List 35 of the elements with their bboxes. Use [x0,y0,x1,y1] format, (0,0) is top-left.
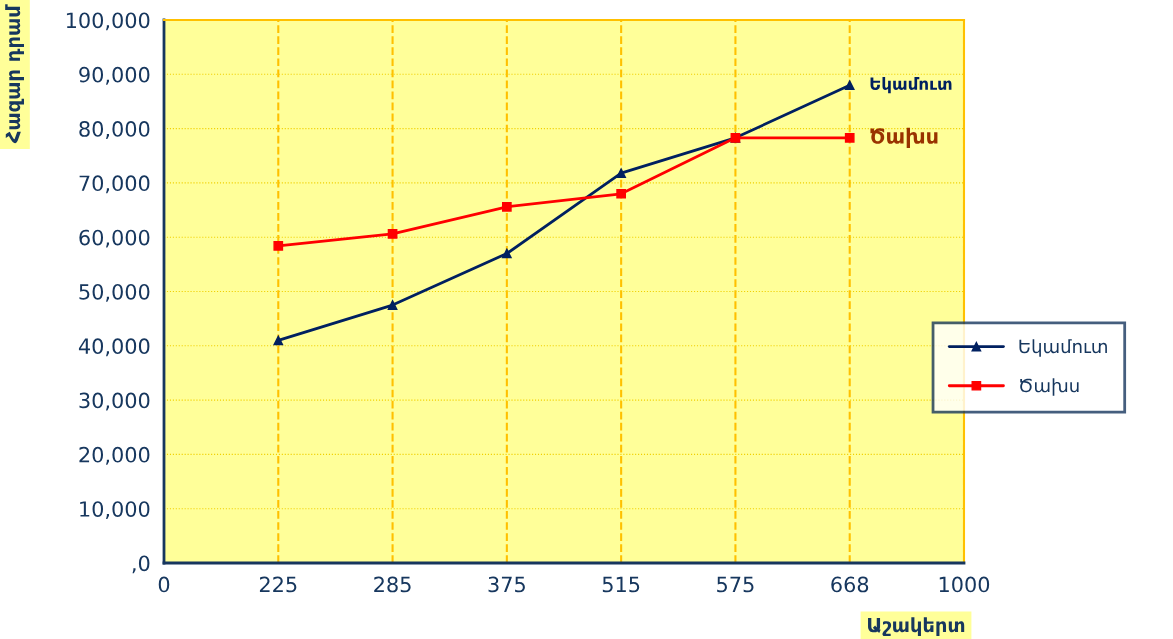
x-tick-label: 0 [158,576,170,593]
annotation: Ծախս [870,127,938,148]
point [501,248,512,259]
point [616,168,627,178]
y-tick-label: 70,000 [79,175,150,194]
y-tick-label: 20,000 [79,446,150,465]
point [844,132,855,143]
legend-label: Եկամուտ [1019,339,1107,357]
y-tick-label: 60,000 [79,229,150,248]
x-tick-label: 1000 [939,576,990,593]
x-tick-label: 285 [374,576,411,593]
point [844,80,855,91]
point [273,241,284,251]
x-axis-title: Աշակերտ [868,617,965,637]
y-tick-label: 10,000 [80,501,150,520]
y-tick-label: 50,000 [79,283,150,302]
x-tick-label: 375 [488,576,525,593]
y-tick-label: 40,000 [78,338,150,357]
point [616,188,627,199]
point [501,201,512,212]
y-axis-title: Հազար դրամ [5,4,24,144]
y-tick-label: 100,000 [66,12,150,31]
x-tick-label: 225 [259,576,297,593]
x-tick-label: 668 [831,576,869,593]
y-tick-label: 30,000 [79,392,150,411]
annotation: Եկամուտ [870,77,952,94]
point [387,300,398,310]
y-tick-label: ,0 [132,555,150,574]
point [387,229,398,239]
y-tick-label: 90,000 [79,66,150,85]
y-tick-label: 80,000 [79,121,150,139]
point [273,335,284,346]
x-tick-label: 575 [717,576,754,593]
x-tick-label: 515 [602,576,640,593]
legend-label: Ծախս [1020,378,1079,396]
